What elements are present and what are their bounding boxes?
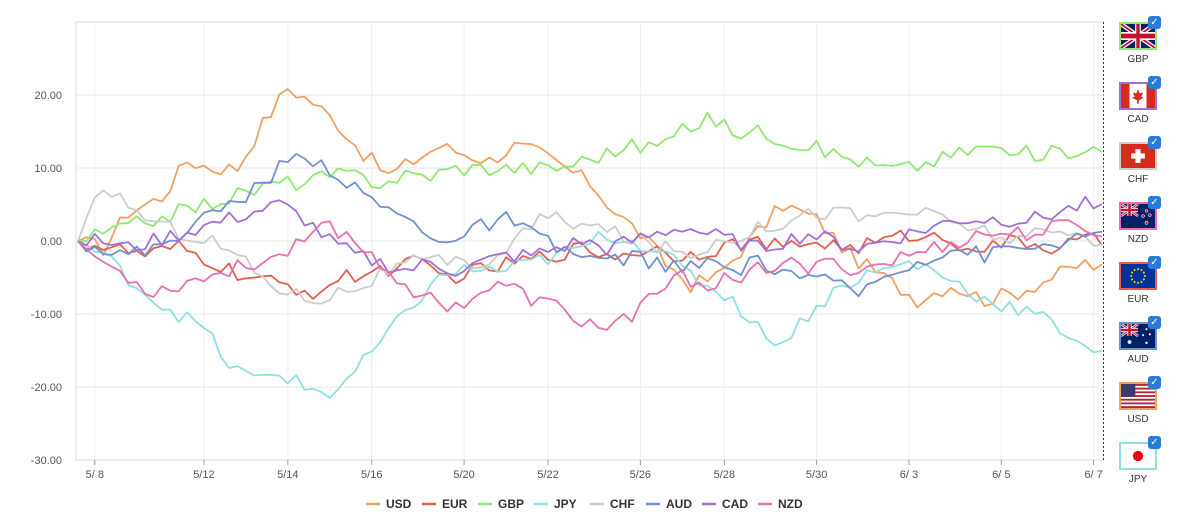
checkbox-checked-icon[interactable]: ✓: [1148, 436, 1161, 449]
line-chart: 20.00 10.00 0.00 -10.00 -20.00 -30.00 5/ 8 5/12…: [31, 21, 1104, 511]
x-tick-label: 5/30: [806, 469, 827, 481]
series-line-jpy[interactable]: [77, 230, 1103, 399]
switzerland-flag-icon: [1119, 142, 1157, 170]
x-tick-label: 5/16: [361, 469, 382, 481]
y-tick-label: -10.00: [31, 309, 62, 321]
currency-toggle-eur[interactable]: ✓ EUR: [1118, 256, 1162, 314]
legend-label: EUR: [442, 497, 468, 511]
series-layer: [77, 88, 1103, 399]
legend-item-chf[interactable]: CHF: [590, 497, 635, 511]
legend-label: JPY: [554, 497, 577, 511]
legend-label: CAD: [722, 497, 748, 511]
currency-code-label: AUD: [1127, 354, 1149, 365]
series-line-chf[interactable]: [77, 189, 1103, 305]
legend-label: USD: [386, 497, 412, 511]
currency-code-label: CAD: [1127, 114, 1149, 125]
x-tick-label: 5/14: [277, 469, 298, 481]
currency-sidebar: ✓ GBP ✓ CAD ✓ CHF ✓ NZD ✓ EUR ✓ AUD ✓ USD ✓ JPY: [1106, 16, 1176, 496]
currency-code-label: EUR: [1127, 294, 1149, 305]
series-line-nzd[interactable]: [77, 219, 1103, 331]
currency-toggle-chf[interactable]: ✓ CHF: [1118, 136, 1162, 194]
legend-label: NZD: [778, 497, 803, 511]
legend-layer: USD EUR GBP JPY CHF AUD CAD NZD: [366, 497, 803, 511]
currency-code-label: GBP: [1127, 54, 1149, 65]
checkbox-checked-icon[interactable]: ✓: [1148, 316, 1161, 329]
y-tick-label: 20.00: [34, 90, 62, 102]
checkbox-checked-icon[interactable]: ✓: [1148, 76, 1161, 89]
grid-layer: [75, 21, 1104, 461]
legend-item-usd[interactable]: USD: [366, 497, 412, 511]
x-tick-label: 6/ 7: [1084, 469, 1102, 481]
legend-label: AUD: [666, 497, 692, 511]
legend-item-eur[interactable]: EUR: [422, 497, 468, 511]
series-line-usd[interactable]: [77, 88, 1103, 309]
y-tick-label: 0.00: [41, 236, 62, 248]
checkbox-checked-icon[interactable]: ✓: [1148, 256, 1161, 269]
x-tick-label: 5/22: [537, 469, 558, 481]
x-tick-label: 5/28: [714, 469, 735, 481]
series-line-cad[interactable]: [77, 195, 1103, 277]
y-tick-label: -30.00: [31, 455, 62, 467]
currency-code-label: CHF: [1127, 174, 1149, 185]
legend-item-cad[interactable]: CAD: [702, 497, 748, 511]
checkbox-checked-icon[interactable]: ✓: [1148, 196, 1161, 209]
legend-label: GBP: [498, 497, 524, 511]
legend-item-nzd[interactable]: NZD: [758, 497, 803, 511]
currency-code-label: NZD: [1127, 234, 1149, 245]
currency-toggle-nzd[interactable]: ✓ NZD: [1118, 196, 1162, 254]
x-tick-label: 6/ 3: [900, 469, 918, 481]
y-tick-label: -20.00: [31, 382, 62, 394]
series-line-eur[interactable]: [77, 229, 1103, 300]
usa-flag-icon: [1119, 382, 1157, 410]
new-zealand-flag-icon: [1119, 202, 1157, 230]
series-line-gbp[interactable]: [77, 111, 1103, 243]
x-tick-label: 5/12: [193, 469, 214, 481]
currency-toggle-jpy[interactable]: ✓ JPY: [1118, 436, 1162, 494]
checkbox-checked-icon[interactable]: ✓: [1148, 16, 1161, 29]
legend-item-gbp[interactable]: GBP: [478, 497, 524, 511]
currency-code-label: JPY: [1128, 474, 1148, 485]
currency-toggle-gbp[interactable]: ✓ GBP: [1118, 16, 1162, 74]
x-tick-label: 5/20: [453, 469, 474, 481]
checkbox-checked-icon[interactable]: ✓: [1148, 136, 1161, 149]
x-tick-label: 5/26: [630, 469, 651, 481]
checkbox-checked-icon[interactable]: ✓: [1148, 376, 1161, 389]
currency-toggle-usd[interactable]: ✓ USD: [1118, 376, 1162, 434]
series-line-aud[interactable]: [77, 153, 1103, 298]
y-tick-label: 10.00: [34, 163, 62, 175]
x-tick-label: 5/ 8: [86, 469, 104, 481]
legend-item-aud[interactable]: AUD: [646, 497, 692, 511]
x-tick-label: 6/ 5: [992, 469, 1010, 481]
legend-item-jpy[interactable]: JPY: [534, 497, 577, 511]
legend-label: CHF: [610, 497, 635, 511]
currency-code-label: USD: [1127, 414, 1149, 425]
currency-toggle-cad[interactable]: ✓ CAD: [1118, 76, 1162, 134]
axis-layer: 20.00 10.00 0.00 -10.00 -20.00 -30.00 5/ 8 5/12…: [31, 90, 1103, 481]
currency-toggle-aud[interactable]: ✓ AUD: [1118, 316, 1162, 374]
